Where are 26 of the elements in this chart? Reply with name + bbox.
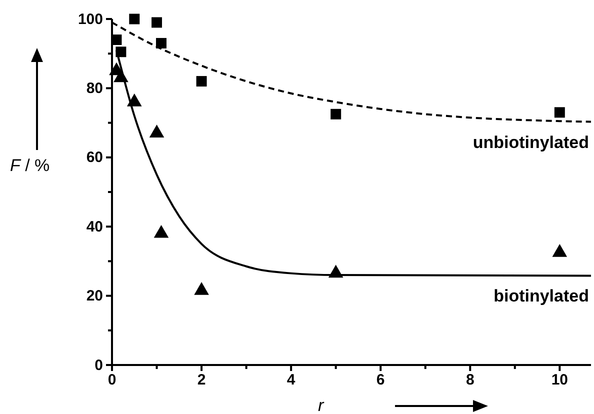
- point: [156, 38, 166, 48]
- point: [129, 14, 140, 24]
- x-tick-label: 0: [108, 372, 116, 389]
- x-tick-label: 8: [466, 372, 474, 389]
- x-axis-title: r: [318, 396, 325, 414]
- x-tick-label: 10: [551, 372, 568, 389]
- point: [152, 17, 162, 28]
- x-tick-label: 2: [197, 372, 206, 389]
- y-axis-title: F / %: [10, 156, 50, 175]
- series-label: biotinylated: [494, 286, 589, 306]
- y-tick-label: 0: [94, 356, 103, 374]
- point: [196, 76, 207, 87]
- x-tick-label: 6: [376, 372, 385, 389]
- point: [330, 108, 342, 120]
- point: [194, 282, 209, 295]
- point: [154, 224, 169, 238]
- y-tick-label: 80: [86, 80, 103, 97]
- y-tick-label: 20: [86, 288, 103, 305]
- point: [149, 124, 164, 138]
- series-label: unbiotinylated: [472, 132, 589, 152]
- y-tick-label: 100: [78, 10, 103, 28]
- point: [554, 107, 565, 118]
- y-tick-label: 40: [86, 218, 103, 236]
- y-tick-label: 60: [86, 149, 103, 166]
- x-tick-label: 4: [286, 372, 296, 389]
- point: [552, 244, 568, 257]
